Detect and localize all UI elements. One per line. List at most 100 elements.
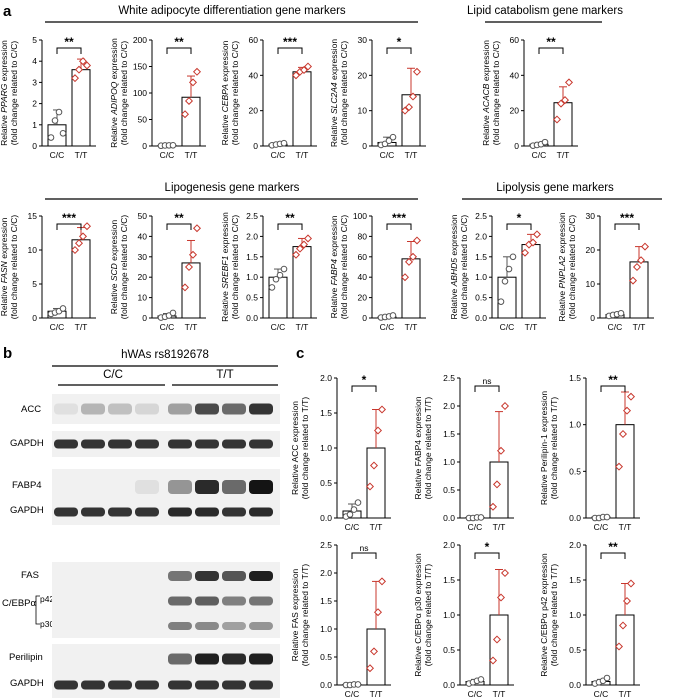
band-row-gapdh-1-band <box>168 439 192 449</box>
y-axis-label-2: (fold change related to C/C) <box>119 215 129 320</box>
data-point-cc <box>509 253 517 261</box>
data-point-tt <box>377 577 387 586</box>
chart-scd: 0 10 20 30 40 50 Relative SCD expression (fold … <box>109 211 206 332</box>
data-point-tt <box>74 65 84 74</box>
data-point-tt <box>528 238 538 247</box>
y-axis-label-2: (fold change related to C/C) <box>567 215 577 320</box>
y-tick-label: 1.5 <box>569 575 581 585</box>
chart-abhd5: 0.0 0.5 1.0 1.5 2.0 2.5 Relative ABHD5 express… <box>449 211 546 332</box>
y-tick-label: 15 <box>28 211 38 221</box>
y-tick-label: 1.5 <box>475 252 487 262</box>
band-row-fas-band <box>249 571 273 581</box>
data-point-tt <box>492 635 502 644</box>
band-row-gapdh-3-band <box>222 680 246 690</box>
data-point-tt <box>640 242 650 251</box>
y-tick-label: 2.0 <box>569 540 581 550</box>
western-blot: hWAs rs8192678 C/C T/T ACC GAPDH FABP4 G… <box>2 349 280 698</box>
chart-srebf1: 0.0 0.5 1.0 1.5 2.0 2.5 Relative SREBF1 expres… <box>220 211 317 332</box>
band-row-gapdh-2-band <box>168 507 192 517</box>
data-point-tt <box>556 99 566 108</box>
y-axis-label-2: (fold change related to C/C) <box>119 41 129 146</box>
y-axis-label: Relative CEBPA expression <box>220 40 230 145</box>
y-tick-label: 1.0 <box>443 457 455 467</box>
chart-cebpa: 0 20 40 60 Relative CEBPA expression (fold ch… <box>220 35 317 160</box>
chart-acc: 0.0 0.5 1.0 1.5 2.0 Relative ACC expression (f… <box>290 373 391 532</box>
y-axis-label: Relative PPARG expression <box>0 40 9 146</box>
y-axis-label-2: (fold change related to T/T) <box>423 564 433 667</box>
y-tick-label: 0.5 <box>443 645 455 655</box>
significance-label: ** <box>64 35 74 49</box>
data-point-cc <box>385 137 393 144</box>
y-tick-label: 30 <box>138 252 148 262</box>
band-row-gapdh-2-band <box>222 507 246 517</box>
significance-bracket <box>600 552 626 559</box>
y-tick-label: 1.5 <box>443 575 455 585</box>
x-tick-label: T/T <box>370 689 383 699</box>
band-row-gapdh-1-band <box>222 439 246 449</box>
data-point-tt <box>408 252 418 261</box>
y-tick-label: 20 <box>138 272 148 282</box>
band-row-fabp4-band <box>135 480 159 494</box>
data-point-tt <box>618 621 628 630</box>
band-row-fas-band <box>195 571 219 581</box>
y-tick-label: 0.5 <box>569 645 581 655</box>
data-point-tt <box>552 115 562 124</box>
band-row-p42-band <box>222 596 246 606</box>
y-tick-label: 3 <box>32 77 37 87</box>
x-tick-label: T/T <box>185 322 198 332</box>
band-row-gapdh-2-band <box>249 507 273 517</box>
bar-tt <box>292 71 312 147</box>
data-point-cc <box>617 309 625 317</box>
data-point-tt <box>488 502 498 511</box>
y-tick-label: 30 <box>358 35 368 45</box>
y-tick-label: 200 <box>133 35 147 45</box>
y-axis-label: Relative Perilipin-1 expression <box>539 391 549 506</box>
data-point-tt <box>564 78 574 87</box>
data-point-tt <box>192 224 202 233</box>
data-point-tt <box>377 405 387 414</box>
y-tick-label: 0.0 <box>569 680 581 690</box>
significance-label: ns <box>483 376 492 386</box>
x-tick-label: T/T <box>493 522 506 532</box>
band-row-acc-band <box>135 403 159 415</box>
significance-bracket <box>538 47 564 54</box>
chart-fasn: 0 5 10 15 Relative FASN expression (fold chan… <box>0 211 96 332</box>
data-point-tt <box>496 446 506 455</box>
data-point-cc <box>497 298 505 305</box>
bar-tt <box>615 424 635 519</box>
data-point-cc <box>59 129 67 137</box>
chart-slc2a4: 0 10 20 30 Relative SLC2A4 expression (fold c… <box>329 35 426 160</box>
blot-label-p30: p30 <box>40 619 54 629</box>
y-tick-label: 50 <box>138 211 148 221</box>
x-tick-label: T/T <box>405 322 418 332</box>
band-row-gapdh-2-band <box>54 507 78 517</box>
x-tick-label: C/C <box>500 322 515 332</box>
y-tick-label: 0 <box>362 141 367 151</box>
y-tick-label: 40 <box>510 70 520 80</box>
y-tick-label: 1.5 <box>246 252 258 262</box>
panel-label-c: c <box>296 345 304 362</box>
y-axis-label: Relative ACC expression <box>290 401 300 495</box>
y-tick-label: 0 <box>32 141 37 151</box>
y-tick-label: 40 <box>358 272 368 282</box>
y-tick-label: 0.5 <box>569 466 581 476</box>
x-tick-label: C/C <box>380 322 395 332</box>
chart-fas: 0.0 0.5 1.0 1.5 2.0 2.5 Relative FAS expressio… <box>290 540 391 699</box>
band-row-gapdh-1-band <box>81 439 105 449</box>
chart-fabp4: 0 20 40 60 80 100 Relative FABP4 expression (fo… <box>329 211 426 332</box>
y-tick-label: 100 <box>353 211 367 221</box>
significance-bracket <box>386 223 412 230</box>
data-point-tt <box>365 482 375 491</box>
band-row-perilipin-band <box>222 653 246 665</box>
bar-tt <box>401 94 421 147</box>
data-point-tt <box>636 256 646 265</box>
significance-label: ** <box>608 373 618 387</box>
band-row-p30-band <box>168 622 192 630</box>
data-point-tt <box>520 248 530 257</box>
band-row-gapdh-3-band <box>54 680 78 690</box>
y-tick-label: 2.5 <box>443 373 455 383</box>
y-tick-label: 2.5 <box>320 540 332 550</box>
y-axis-label: Relative ACACB expression <box>481 40 491 146</box>
band-row-fas-band <box>222 571 246 581</box>
bar-cc <box>268 276 288 319</box>
